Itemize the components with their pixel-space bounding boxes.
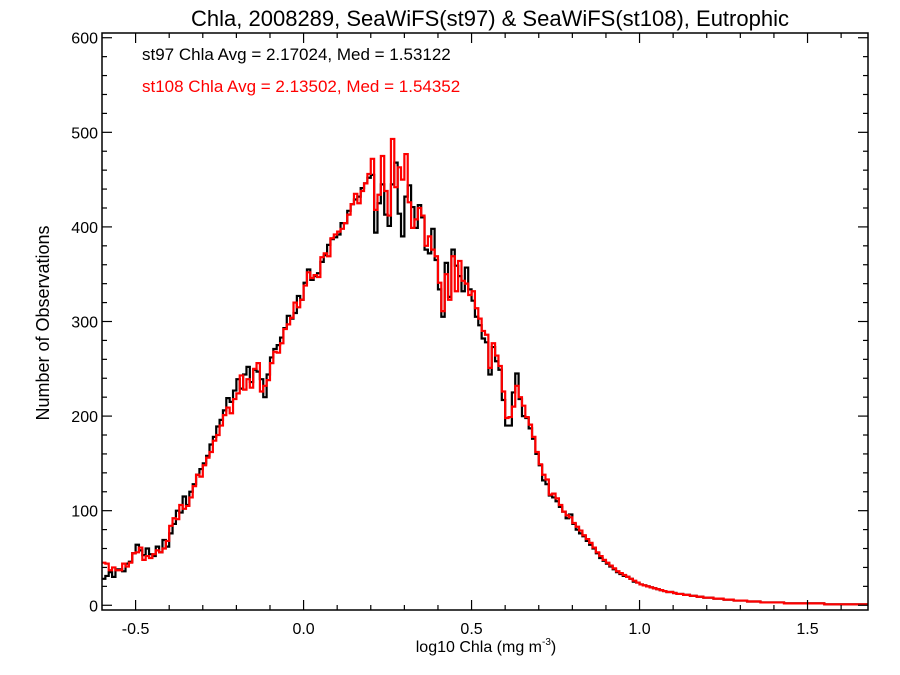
x-tick-label: 0.0	[292, 621, 314, 638]
x-tick-label: 1.5	[796, 621, 818, 638]
y-axis-label: Number of Observations	[33, 225, 53, 420]
chart-title: Chla, 2008289, SeaWiFS(st97) & SeaWiFS(s…	[191, 6, 789, 31]
y-tick-label: 500	[71, 125, 98, 142]
y-tick-label: 0	[89, 598, 98, 615]
x-axis-label-main: log10 Chla (mg m	[416, 639, 542, 656]
annotation-st97: st97 Chla Avg = 2.17024, Med = 1.53122	[142, 45, 451, 64]
plot-frame	[101, 32, 869, 611]
y-tick-label: 300	[71, 315, 98, 332]
y-tick-label: 100	[71, 504, 98, 521]
x-tick-label: -0.5	[122, 621, 150, 638]
annotation-st108: st108 Chla Avg = 2.13502, Med = 1.54352	[142, 77, 460, 96]
x-axis-label-end: )	[551, 639, 556, 656]
x-tick-label: 0.5	[460, 621, 482, 638]
x-axis-label: log10 Chla (mg m-3)	[416, 637, 557, 656]
histogram-series-st108	[102, 137, 868, 606]
histogram-series-st97	[102, 161, 868, 606]
plot-area: -0.5 0.0 0.5 1.0 1.5 0 100 200 300 400 500 600	[71, 31, 869, 638]
x-tick-label: 1.0	[628, 621, 650, 638]
y-tick-label: 200	[71, 409, 98, 426]
x-axis-label-superscript: -3	[542, 637, 551, 648]
y-tick-label: 400	[71, 220, 98, 237]
y-tick-label: 600	[71, 31, 98, 48]
